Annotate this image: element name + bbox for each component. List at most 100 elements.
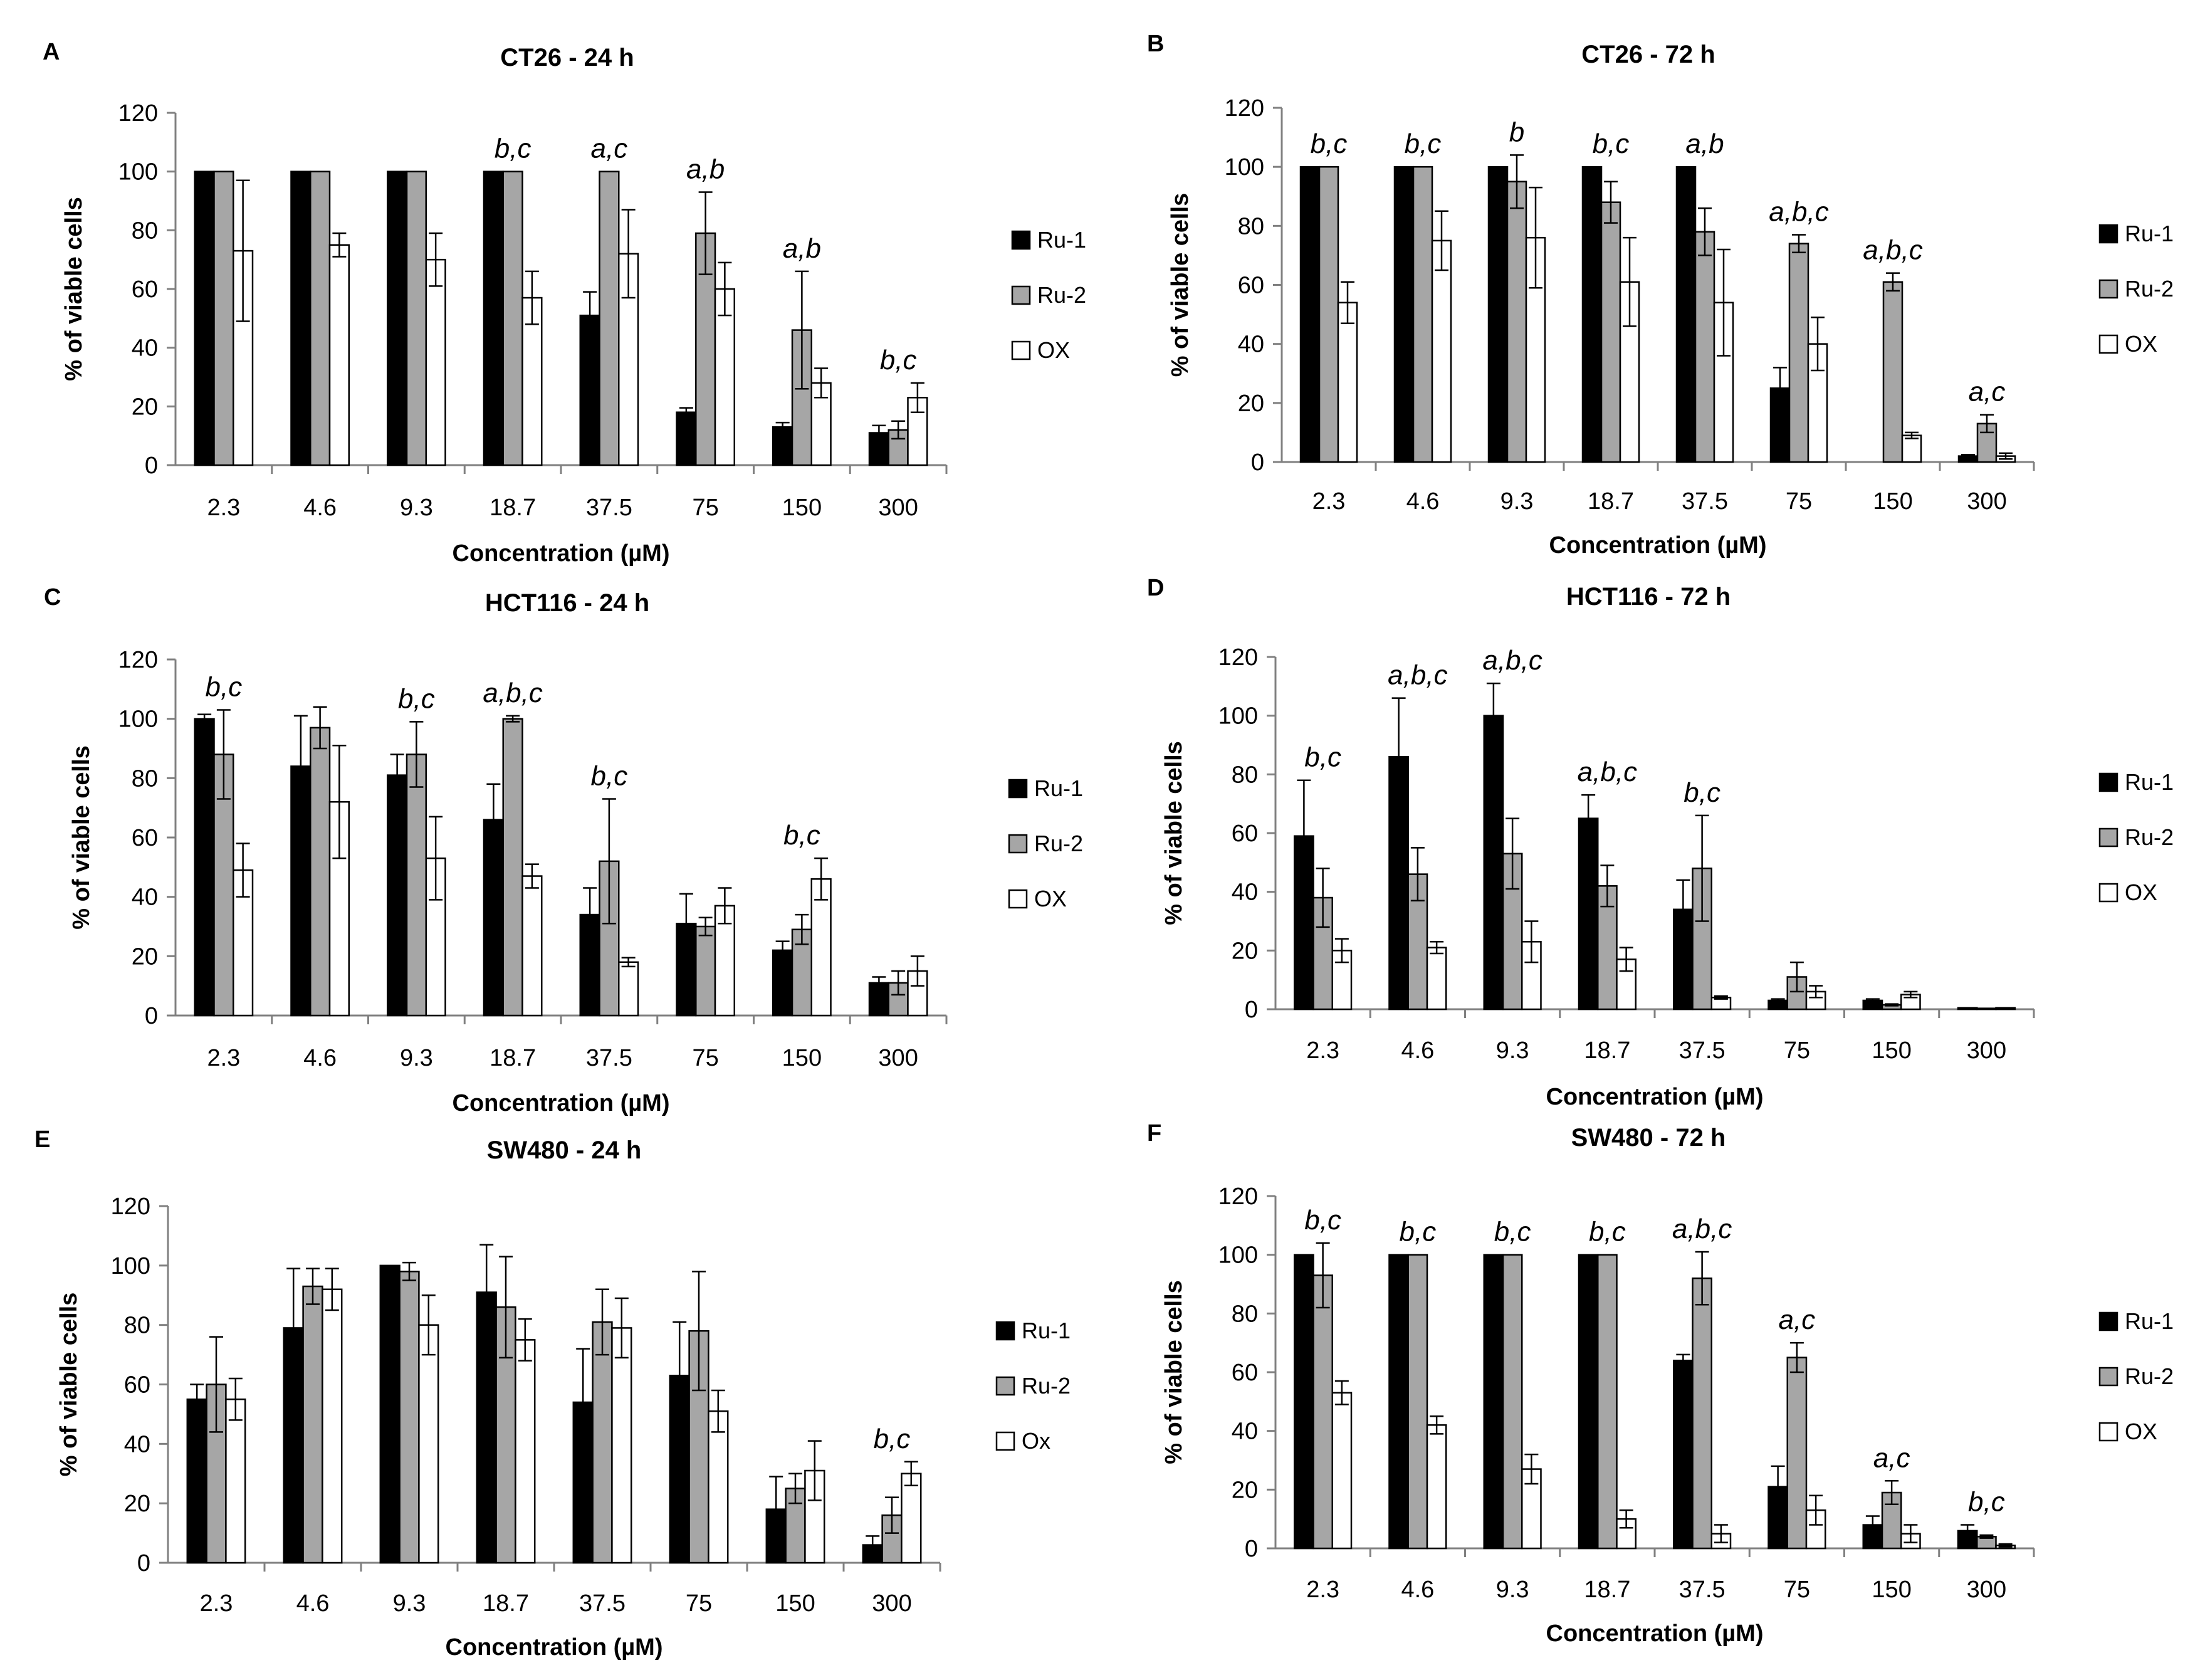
bar-ru-1-2.3: [194, 718, 215, 1017]
bar-ru-1-75: [676, 411, 697, 466]
bar-ru-2-9.3: [399, 1271, 420, 1564]
significance-annotation: b,c: [495, 134, 532, 164]
significance-annotation: a,b,c: [1672, 1214, 1732, 1244]
chart-panel-a: A CT26 - 24 h 0 20 40 60 80 100 120 % of viable c…: [43, 39, 1086, 567]
x-tick-label: 9.3: [1500, 488, 1534, 515]
x-tick-label: 150: [1873, 488, 1912, 515]
legend-label: OX: [1034, 886, 1067, 911]
bar-ru-2-75: [1786, 1357, 1808, 1550]
legend-label: OX: [2125, 331, 2157, 357]
x-tick-label: 9.3: [400, 495, 433, 521]
x-tick-label: 75: [686, 1590, 712, 1617]
bar-ru-2-75: [695, 925, 716, 1017]
x-tick-label: 37.5: [1679, 1037, 1726, 1064]
significance-annotation: b,c: [880, 345, 917, 375]
bar-ru-2-37.5: [1694, 231, 1715, 463]
x-tick-label: 300: [872, 1590, 911, 1617]
legend-swatch-ru-2: [1011, 285, 1031, 305]
bar-ru-1-2.3: [1299, 165, 1321, 463]
bar-ox-75: [714, 288, 735, 466]
bar-ru-1-2.3: [1294, 1254, 1314, 1550]
bar-ox-2.3: [225, 1398, 246, 1564]
bar-ru-1-18.7: [1581, 165, 1603, 463]
bar-ox-4.6: [1426, 947, 1447, 1011]
bar-ru-1-9.3: [379, 1264, 401, 1564]
bar-ru-2-4.6: [310, 171, 331, 466]
bar-ru-2-18.7: [502, 171, 523, 466]
legend-swatch-ru-1: [1008, 779, 1028, 799]
bar-ru-1-150: [772, 426, 793, 466]
legend-label: Ru-1: [1034, 775, 1083, 801]
x-tick-label: 18.7: [490, 495, 536, 521]
legend-swatch-ru-1: [2098, 1311, 2118, 1331]
legend-swatch-ru-2: [2098, 279, 2118, 299]
bar-ru-1-18.7: [483, 171, 504, 466]
significance-annotation: a,c: [1779, 1305, 1816, 1335]
bar-ru-2-4.6: [1412, 165, 1433, 463]
bar-ru-2-9.3: [1502, 1254, 1523, 1550]
bar-ru-1-4.6: [290, 765, 312, 1017]
x-tick-label: 75: [1784, 1037, 1810, 1064]
x-tick-label: 300: [1967, 1577, 2006, 1603]
bar-ru-1-37.5: [1673, 1360, 1694, 1550]
significance-annotation: a,b: [686, 154, 725, 184]
panel-letter: E: [34, 1126, 50, 1153]
x-tick-label: 300: [1967, 1037, 2006, 1064]
legend-swatch-ru-2: [1008, 834, 1028, 854]
legend-swatch-ru-1: [2098, 224, 2118, 244]
chart-panel-f: F SW480 - 72 h 0 20 40 60 80 100 120 % of viable …: [1147, 1120, 2174, 1647]
chart-panel-d: D HCT116 - 72 h 0 20 40 60 80 100 120 % of viable…: [1147, 575, 2174, 1110]
significance-annotation: a,c: [591, 134, 628, 164]
bar-ru-2-37.5: [592, 1321, 613, 1564]
bar-ru-1-37.5: [579, 314, 600, 466]
significance-annotation: a,b,c: [483, 678, 542, 708]
bar-ru-2-2.3: [1312, 1274, 1333, 1550]
x-axis-label: Concentration (µM): [453, 1090, 670, 1116]
bar-ru-2-75: [1788, 243, 1809, 463]
y-tick-label: 40: [132, 885, 158, 911]
legend-swatch-ox: [2098, 334, 2118, 354]
legend-swatch-ox: [2098, 883, 2118, 903]
y-tick-label: 60: [1232, 1360, 1258, 1386]
y-tick-label: 20: [1232, 1477, 1258, 1503]
bar-ru-1-2.3: [194, 171, 215, 466]
panel-letter: C: [44, 584, 61, 611]
y-tick-label: 0: [145, 1003, 158, 1029]
x-tick-label: 37.5: [1679, 1577, 1726, 1603]
legend-label: Ru-1: [2125, 769, 2174, 795]
chart-title: HCT116 - 24 h: [485, 589, 649, 617]
y-tick-label: 0: [1245, 1536, 1258, 1562]
bar-ru-2-4.6: [310, 727, 331, 1017]
y-tick-label: 120: [1225, 95, 1264, 122]
x-tick-label: 4.6: [1406, 488, 1440, 515]
bar-ru-1-9.3: [387, 774, 408, 1017]
legend-label: OX: [2125, 879, 2157, 905]
chart-panel-c: C HCT116 - 24 h 0 20 40 60 80 100 120 % of viable…: [44, 584, 1083, 1116]
y-tick-label: 20: [124, 1491, 150, 1517]
legend-swatch-ru-1: [995, 1321, 1015, 1341]
x-tick-label: 9.3: [1496, 1577, 1529, 1603]
bar-ox-37.5: [611, 1327, 632, 1564]
x-axis-label: Concentration (µM): [453, 540, 670, 567]
x-tick-label: 37.5: [1682, 488, 1728, 515]
x-tick-label: 75: [1786, 488, 1812, 515]
significance-annotation: b,c: [1400, 1217, 1437, 1247]
bar-ox-2.3: [1337, 302, 1358, 463]
legend-label: Ru-1: [2125, 221, 2174, 246]
chart-panel-e: E SW480 - 24 h 0 20 40 60 80 100 120 % of viable …: [34, 1126, 1071, 1661]
chart-title: CT26 - 72 h: [1581, 41, 1715, 68]
legend-label: Ru-2: [1022, 1373, 1071, 1399]
legend-label: Ru-1: [1037, 227, 1086, 253]
significance-annotation: a,b,c: [1769, 196, 1828, 227]
x-tick-label: 150: [782, 495, 822, 521]
bar-ox-75: [1805, 1509, 1826, 1550]
y-tick-label: 100: [111, 1253, 150, 1279]
x-tick-label: 2.3: [1306, 1577, 1339, 1603]
y-tick-label: 40: [1232, 879, 1258, 906]
bar-ox-150: [1901, 434, 1922, 463]
significance-annotation: b,c: [1304, 742, 1341, 773]
y-axis-label: % of viable cells: [1167, 193, 1193, 377]
significance-annotation: a,b,c: [1482, 645, 1542, 676]
legend-label: OX: [1037, 337, 1070, 363]
